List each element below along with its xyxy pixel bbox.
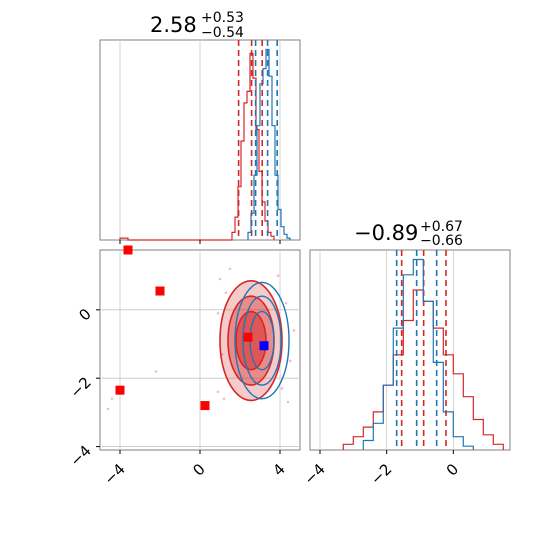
- title-param1-value: 2.58: [150, 13, 197, 37]
- red-marker: [155, 286, 165, 296]
- x-tick-label: 4: [269, 460, 288, 479]
- x-tick-label: −4: [300, 460, 328, 488]
- y-tick-label: −2: [66, 373, 94, 401]
- red-marker: [243, 332, 253, 342]
- y-tick-label: −4: [66, 442, 94, 470]
- blue-contour: [242, 295, 282, 386]
- y-tick-label: 0: [75, 305, 94, 324]
- scatter-point: [276, 274, 280, 277]
- blue-marker: [259, 341, 269, 351]
- scatter-point: [216, 390, 220, 394]
- title-param1-upper: +0.53: [201, 10, 244, 26]
- scatter-point: [228, 267, 232, 271]
- scatter-point: [280, 387, 284, 390]
- bottom-right-axes-frame: [309, 249, 511, 451]
- x-tick-label: 0: [189, 460, 208, 479]
- scatter-point: [216, 311, 220, 315]
- red-marker: [123, 245, 133, 255]
- x-tick-label: 0: [443, 460, 462, 479]
- scatter-point: [222, 397, 226, 401]
- scatter-point: [284, 301, 288, 305]
- scatter-point: [224, 291, 228, 295]
- scatter-point: [106, 407, 110, 411]
- scatter-point: [218, 277, 222, 281]
- scatter-point: [288, 359, 292, 363]
- scatter-point: [286, 400, 290, 404]
- red-marker: [115, 385, 125, 395]
- scatter-point: [292, 329, 296, 332]
- hist-param2-series-2: [362, 258, 474, 450]
- title-param2-value: −0.89: [354, 221, 418, 245]
- scatter-point: [110, 397, 114, 401]
- hist-param1-series-1: [119, 52, 275, 241]
- title-param2-lower: −0.66: [420, 233, 463, 249]
- title-param1-lower: −0.54: [201, 25, 244, 41]
- grid-layer: [100, 40, 454, 450]
- hist-param1-series-2: [247, 48, 291, 240]
- x-tick-label: −2: [367, 460, 395, 488]
- blue-contour: [234, 281, 290, 400]
- x-tick-label: −4: [100, 460, 128, 488]
- marks-layer: [106, 40, 504, 450]
- red-marker: [200, 401, 210, 411]
- scatter-point: [154, 370, 158, 373]
- title-param2-upper: +0.67: [420, 219, 463, 235]
